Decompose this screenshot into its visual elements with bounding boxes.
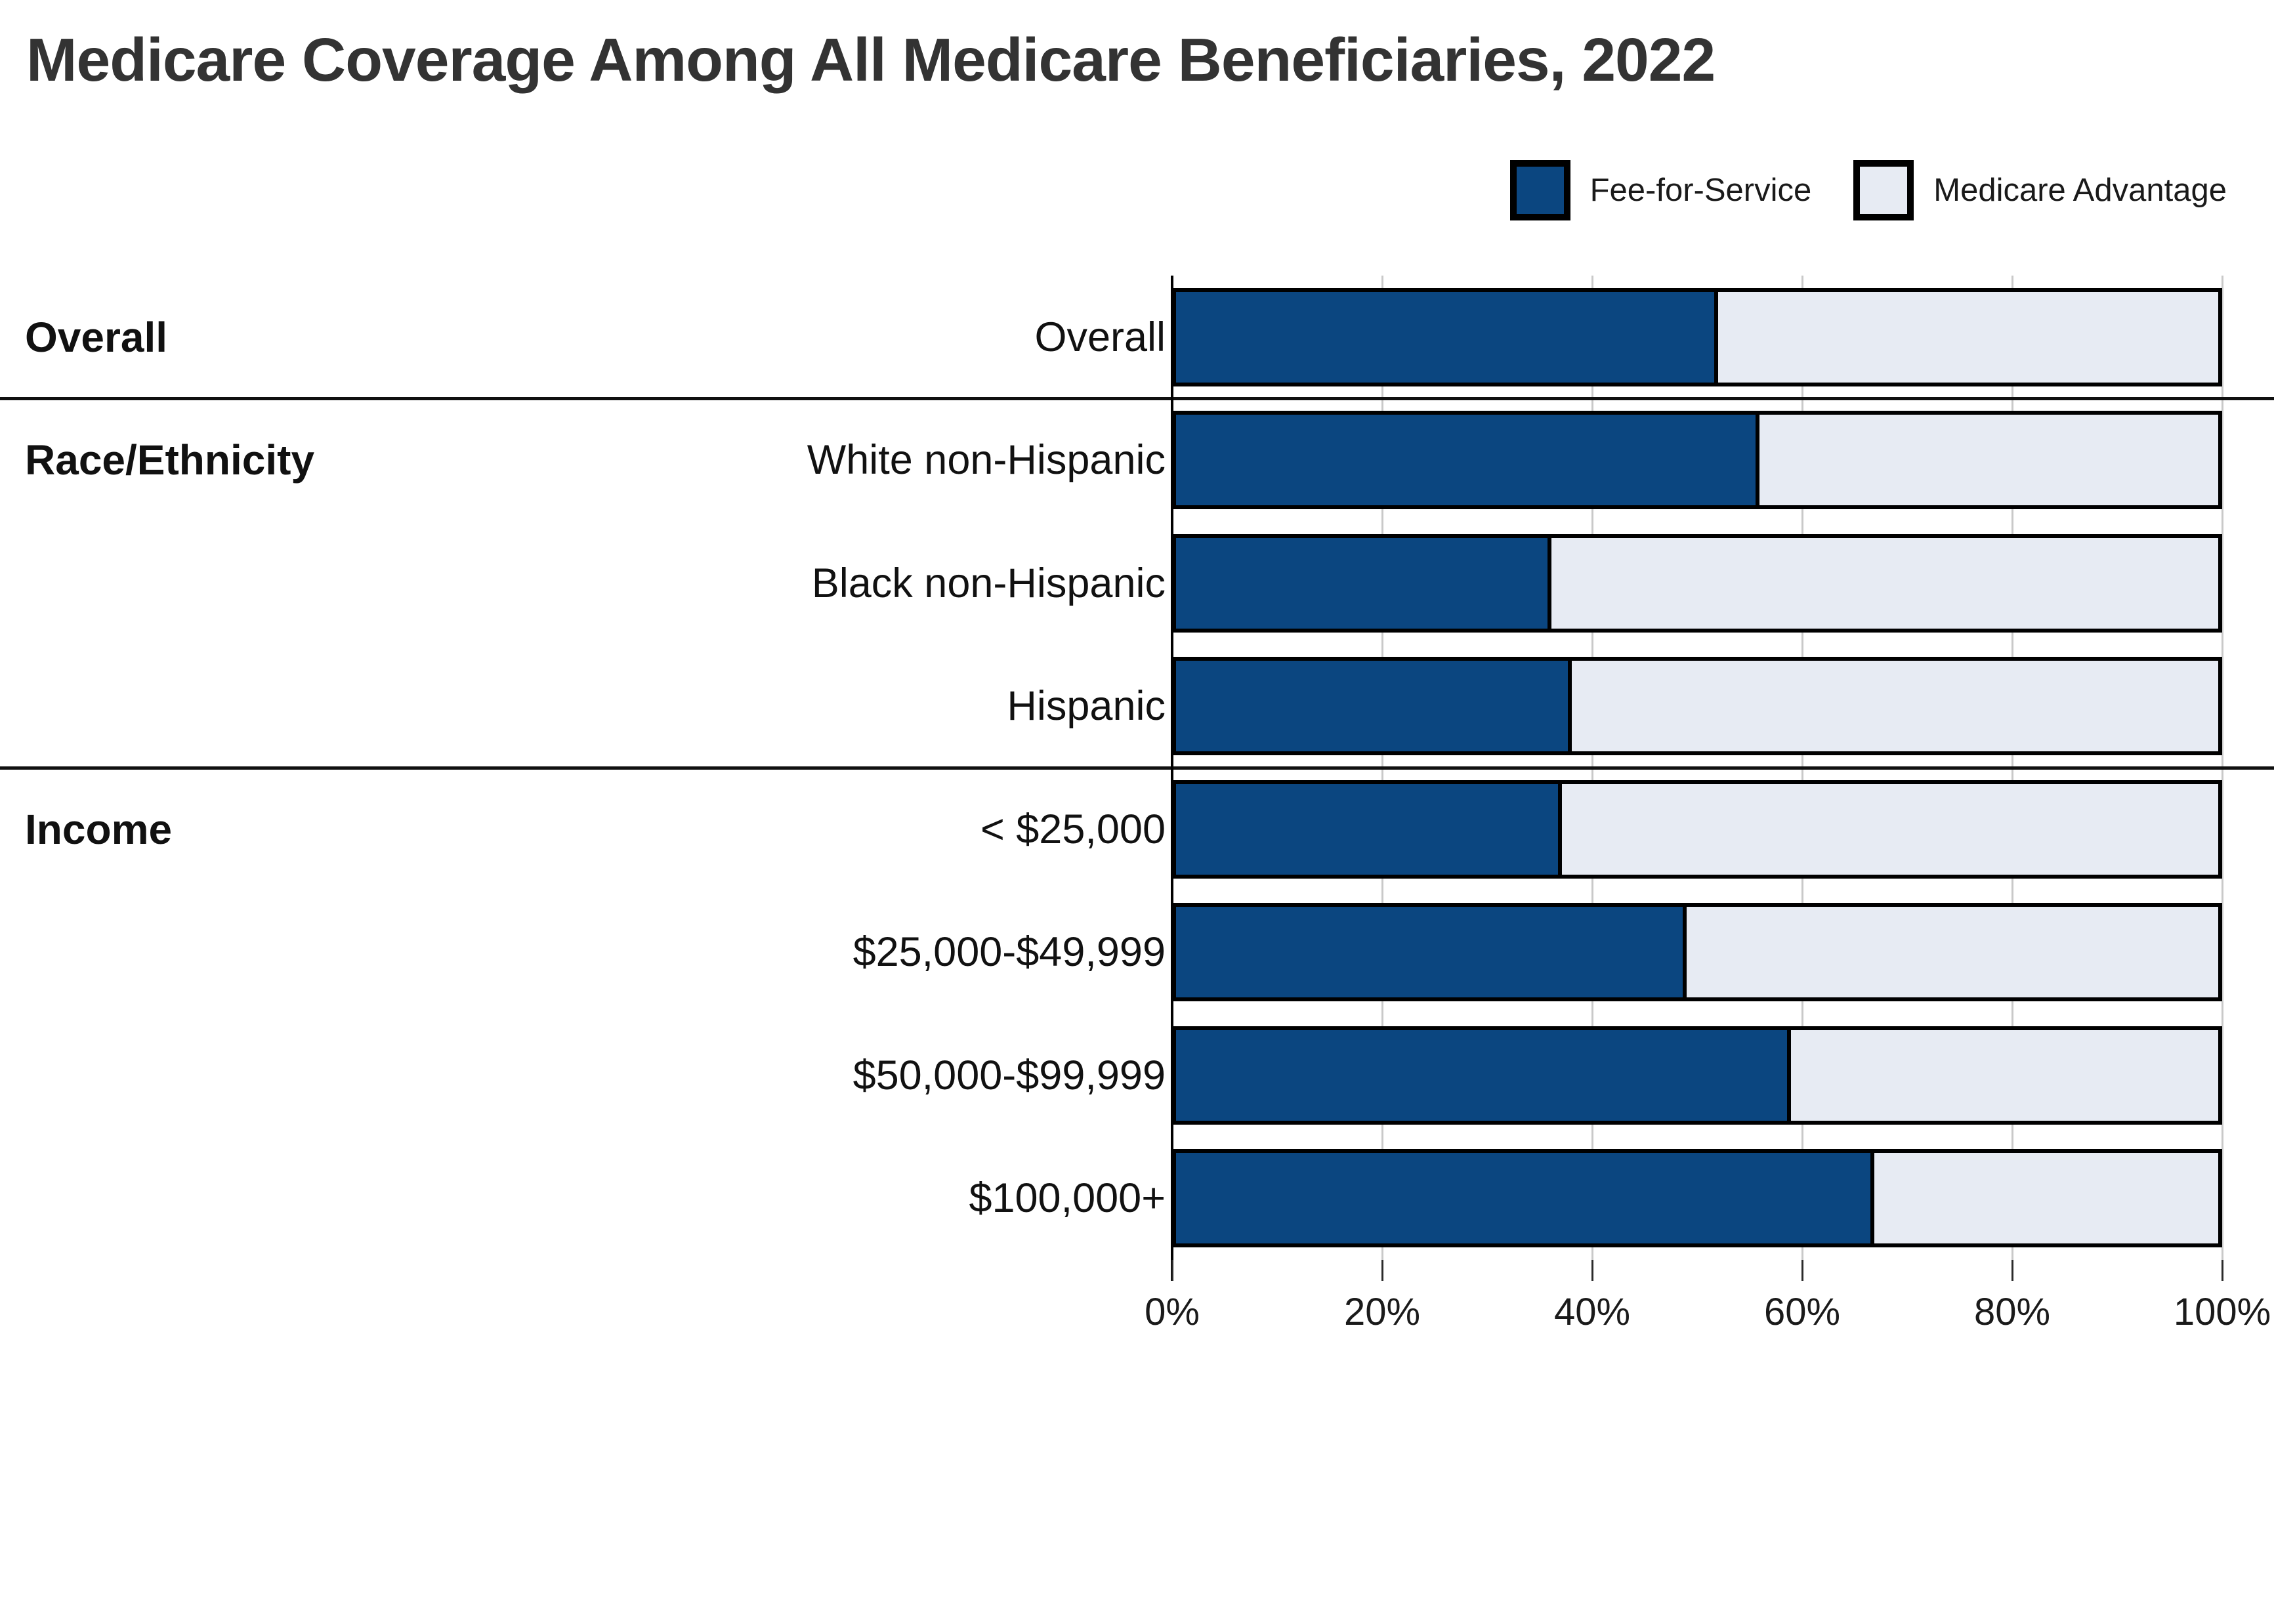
row-label: < $25,000: [980, 806, 1166, 852]
group-label: Overall: [25, 313, 168, 361]
bar-segment-medicare-advantage: [1790, 1030, 2218, 1121]
row-label: Hispanic: [1007, 683, 1166, 730]
x-axis-tick-label: 20%: [1343, 1291, 1421, 1333]
group-label: Race/Ethnicity: [25, 436, 315, 484]
x-axis-tick: [2011, 1260, 2013, 1281]
group-divider: [0, 397, 2274, 400]
legend-item-medicare-advantage: Medicare Advantage: [1853, 160, 2227, 220]
x-axis-tick-label: 0%: [1145, 1291, 1200, 1333]
x-axis-tick: [1801, 1260, 1803, 1281]
row-label: White non-Hispanic: [807, 437, 1166, 484]
x-axis-tick-label: 80%: [1973, 1291, 2051, 1333]
row-label: Overall: [1034, 314, 1166, 360]
legend-swatch-fee-for-service: [1509, 160, 1570, 220]
group-label: Income: [25, 805, 173, 853]
bar-segment-medicare-advantage: [1759, 415, 2218, 506]
bar-row: [1172, 1149, 2222, 1248]
bar-segment-fee-for-service: [1176, 907, 1687, 998]
bar-segment-medicare-advantage: [1572, 661, 2218, 752]
bar-segment-medicare-advantage: [1717, 291, 2218, 383]
x-axis-tick: [1591, 1260, 1593, 1281]
bar-segment-medicare-advantage: [1561, 783, 2218, 875]
row-label: $25,000-$49,999: [853, 929, 1166, 976]
bar-row: [1172, 657, 2222, 756]
bar-segment-fee-for-service: [1176, 783, 1562, 875]
x-axis-tick-label: 100%: [2173, 1291, 2271, 1333]
x-axis-tick: [1171, 1260, 1173, 1281]
x-axis-tick: [2221, 1260, 2223, 1281]
legend-label-medicare-advantage: Medicare Advantage: [1933, 173, 2227, 208]
row-label: $50,000-$99,999: [853, 1052, 1166, 1098]
bar-segment-fee-for-service: [1176, 415, 1760, 506]
legend: Fee-for-Service Medicare Advantage: [1509, 160, 2227, 220]
bar-segment-fee-for-service: [1176, 537, 1551, 629]
bar-row: [1172, 780, 2222, 879]
x-axis-tick-label: 40%: [1553, 1291, 1631, 1333]
legend-item-fee-for-service: Fee-for-Service: [1509, 160, 1812, 220]
bar-row: [1172, 287, 2222, 386]
chart-title: Medicare Coverage Among All Medicare Ben…: [26, 26, 1716, 94]
bar-row: [1172, 903, 2222, 1002]
legend-label-fee-for-service: Fee-for-Service: [1590, 173, 1812, 208]
y-axis-line: [1171, 276, 1173, 1281]
x-axis-tick: [1381, 1260, 1383, 1281]
row-label: $100,000+: [969, 1175, 1166, 1222]
legend-swatch-medicare-advantage: [1853, 160, 1914, 220]
bar-segment-fee-for-service: [1176, 661, 1572, 752]
bar-row: [1172, 533, 2222, 633]
bar-segment-fee-for-service: [1176, 1030, 1791, 1121]
bar-segment-fee-for-service: [1176, 291, 1718, 383]
bar-row: [1172, 1026, 2222, 1125]
row-label: Black non-Hispanic: [811, 560, 1166, 606]
bar-segment-medicare-advantage: [1874, 1153, 2218, 1244]
group-divider: [0, 766, 2274, 770]
bar-segment-fee-for-service: [1176, 1153, 1874, 1244]
x-axis-tick-label: 60%: [1763, 1291, 1841, 1333]
bar-row: [1172, 411, 2222, 510]
bar-segment-medicare-advantage: [1687, 907, 2218, 998]
bar-segment-medicare-advantage: [1551, 537, 2218, 629]
